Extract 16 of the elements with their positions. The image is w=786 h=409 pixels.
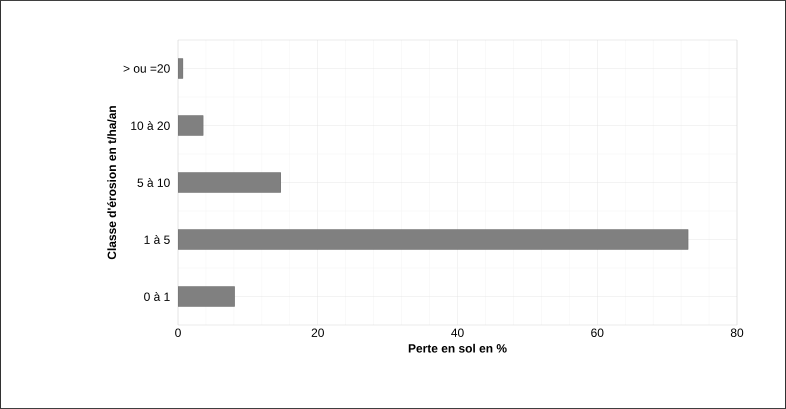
x-tick-label: 60	[591, 328, 604, 337]
y-tick-label: > ou =20	[124, 64, 170, 73]
x-tick-label: 40	[451, 328, 464, 337]
y-tick-label: 0 à 1	[144, 292, 170, 301]
bar	[178, 172, 281, 193]
y-tick-label: 5 à 10	[137, 178, 170, 187]
bar	[178, 286, 235, 307]
x-axis-title: Perte en sol en %	[408, 344, 507, 353]
y-tick-label: 1 à 5	[144, 235, 170, 244]
x-tick-label: 20	[312, 328, 324, 337]
y-axis-title: Classe d'érosion en t/ha/an	[107, 106, 116, 260]
x-tick-label: 80	[730, 328, 744, 337]
y-tick-label: 10 à 20	[131, 121, 170, 130]
bar	[178, 115, 204, 136]
x-tick-label: 0	[175, 328, 181, 337]
bar	[178, 229, 688, 250]
